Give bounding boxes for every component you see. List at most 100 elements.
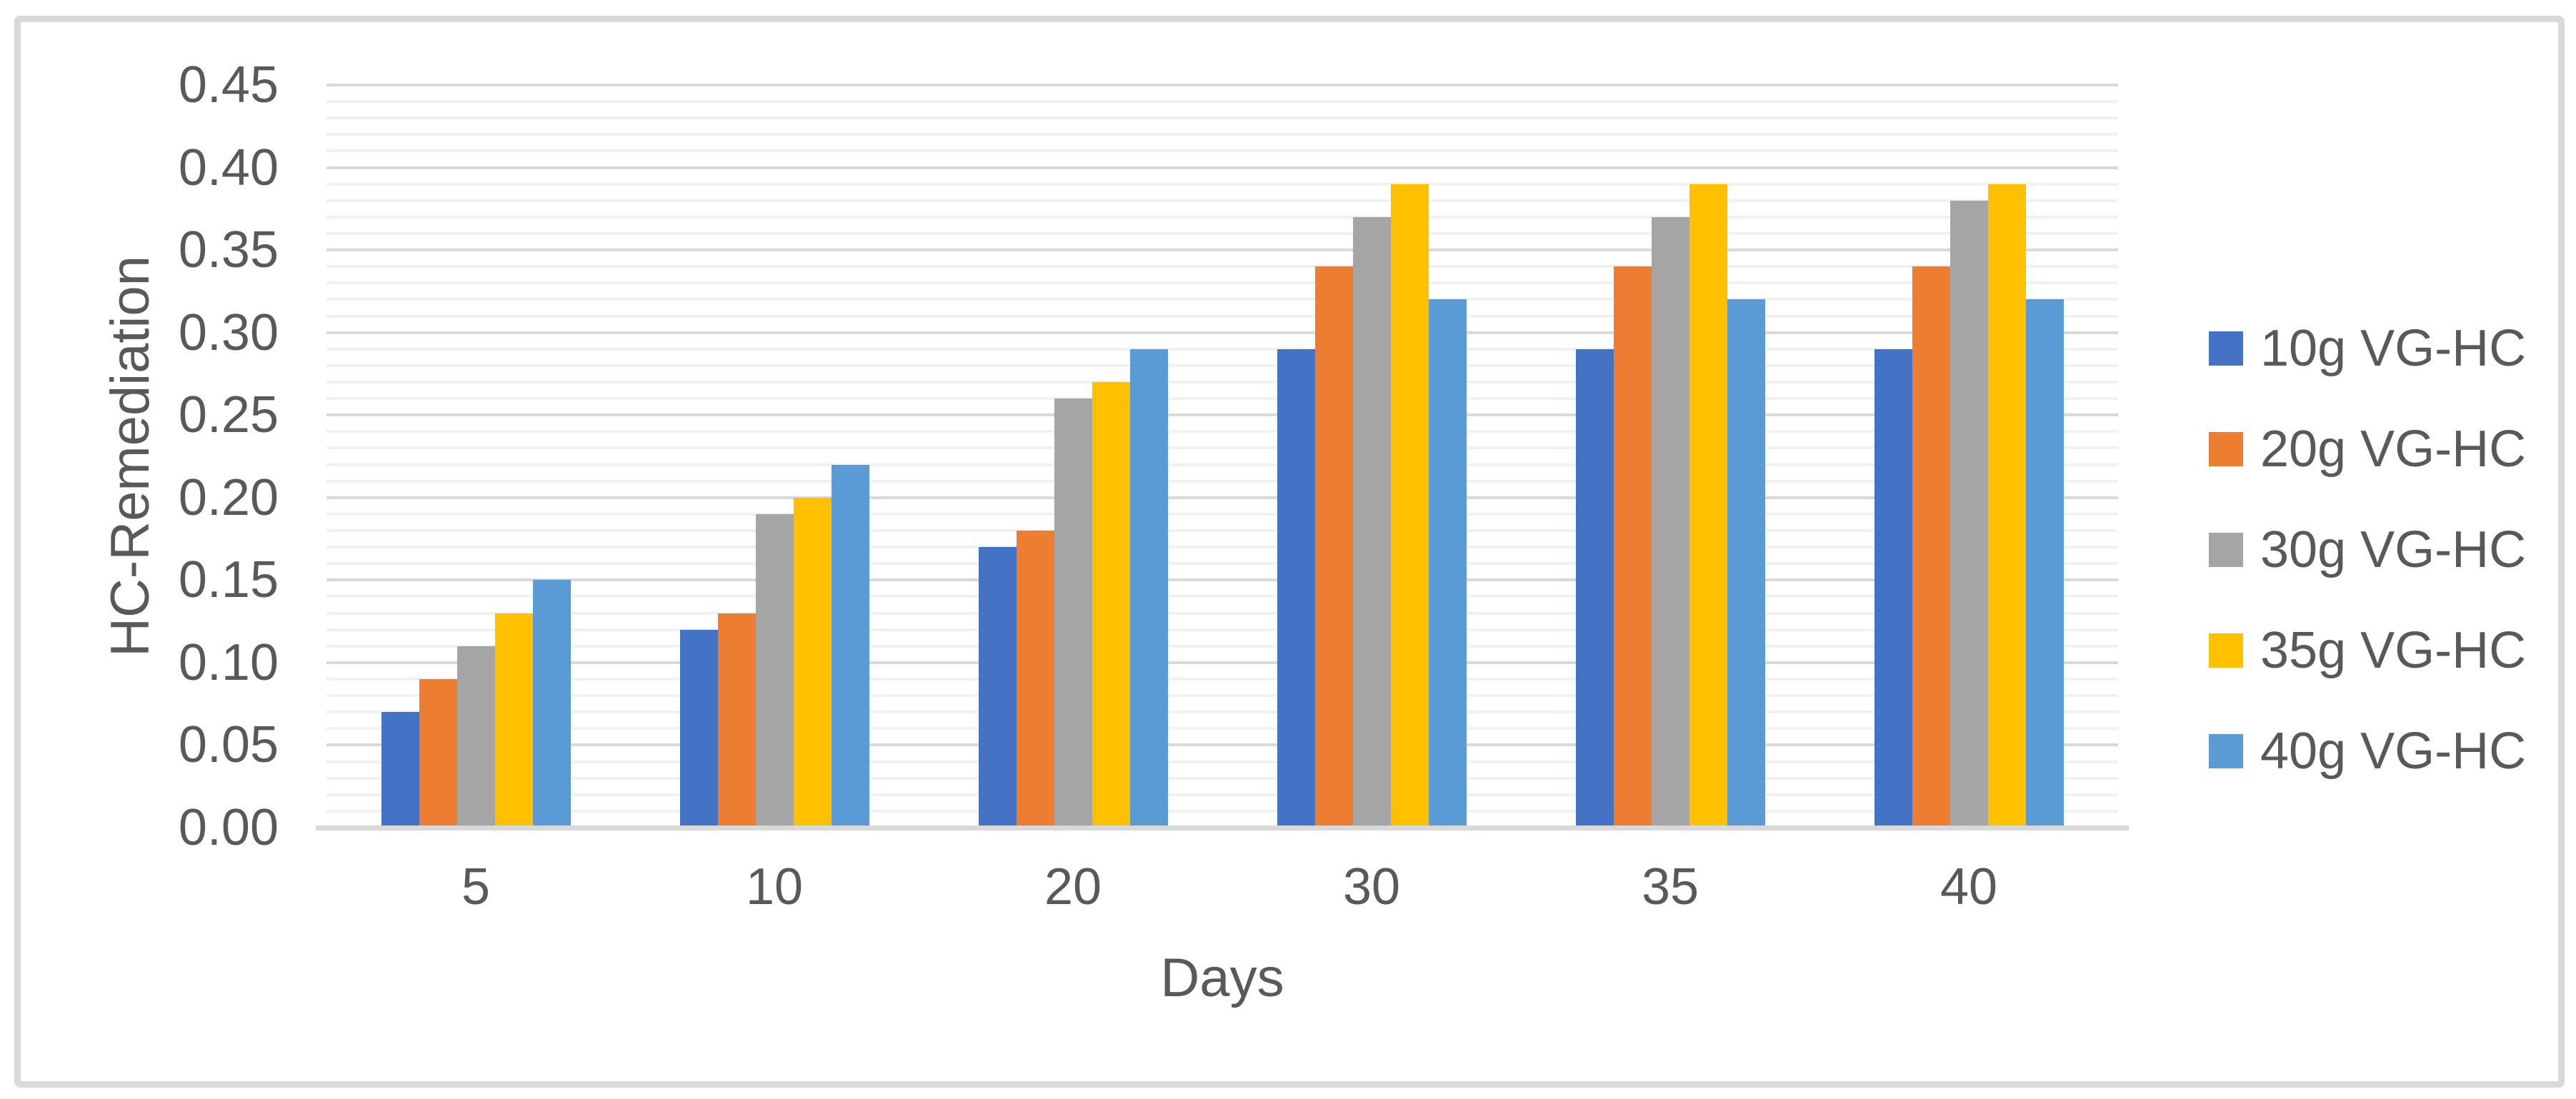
minor-gridline	[326, 711, 2118, 714]
minor-gridline	[326, 529, 2118, 532]
major-gridline	[326, 661, 2118, 664]
minor-gridline	[326, 397, 2118, 401]
minor-gridline	[326, 562, 2118, 566]
legend-item: 10g VG-HC	[2209, 314, 2526, 383]
y-tick-label: 0.35	[178, 221, 279, 279]
bar-40g-vg-hc	[1428, 299, 1467, 825]
x-axis-title: Days	[1160, 948, 1284, 1008]
minor-gridline	[326, 149, 2118, 153]
minor-gridline	[326, 793, 2118, 796]
x-tick-label: 30	[1342, 858, 1401, 915]
legend-swatch	[2209, 734, 2243, 768]
minor-gridline	[326, 199, 2118, 202]
legend-label: 35g VG-HC	[2260, 622, 2527, 679]
minor-gridline	[326, 446, 2118, 450]
minor-gridline	[326, 116, 2118, 120]
bar-10g-vg-hc	[679, 629, 718, 825]
minor-gridline	[326, 463, 2118, 466]
x-tick-label: 10	[745, 858, 804, 915]
bar-10g-vg-hc	[1874, 348, 1912, 825]
minor-gridline	[326, 809, 2118, 813]
y-tick-label: 0.20	[178, 468, 279, 526]
legend-item: 20g VG-HC	[2209, 415, 2526, 483]
legend-label: 10g VG-HC	[2260, 320, 2527, 377]
bar-20g-vg-hc	[1314, 266, 1353, 825]
minor-gridline	[326, 760, 2118, 763]
bar-35g-vg-hc	[1689, 184, 1727, 825]
bar-35g-vg-hc	[1987, 184, 2026, 825]
bar-30g-vg-hc	[1950, 200, 1988, 825]
minor-gridline	[326, 265, 2118, 269]
minor-gridline	[326, 694, 2118, 698]
minor-gridline	[326, 628, 2118, 631]
y-tick-label: 0.15	[178, 551, 279, 609]
minor-gridline	[326, 347, 2118, 351]
major-gridline	[326, 578, 2118, 582]
y-tick-label: 0.25	[178, 386, 279, 444]
major-gridline	[326, 166, 2118, 169]
bar-10g-vg-hc	[978, 547, 1017, 825]
bar-40g-vg-hc	[1727, 299, 1765, 825]
major-gridline	[326, 413, 2118, 417]
minor-gridline	[326, 182, 2118, 186]
major-gridline	[326, 84, 2118, 87]
legend-swatch	[2209, 432, 2243, 466]
bar-30g-vg-hc	[1054, 398, 1092, 825]
major-gridline	[326, 743, 2118, 747]
bar-35g-vg-hc	[1092, 382, 1130, 825]
bar-40g-vg-hc	[2025, 299, 2064, 825]
legend-swatch	[2209, 331, 2243, 366]
bar-10g-vg-hc	[1277, 348, 1315, 825]
bar-10g-vg-hc	[1575, 348, 1614, 825]
bar-30g-vg-hc	[1352, 216, 1391, 825]
legend-item: 30g VG-HC	[2209, 516, 2526, 584]
bar-35g-vg-hc	[1390, 184, 1429, 825]
y-tick-label: 0.40	[178, 139, 279, 196]
legend-label: 20g VG-HC	[2260, 421, 2527, 478]
legend-item: 35g VG-HC	[2209, 616, 2526, 685]
y-tick-label: 0.05	[178, 716, 279, 774]
minor-gridline	[326, 314, 2118, 318]
bar-30g-vg-hc	[1651, 216, 1689, 825]
legend-swatch	[2209, 633, 2243, 668]
minor-gridline	[326, 100, 2118, 104]
minor-gridline	[326, 546, 2118, 549]
minor-gridline	[326, 381, 2118, 383]
minor-gridline	[326, 776, 2118, 780]
y-tick-label: 0.00	[178, 799, 279, 856]
y-tick-label: 0.45	[178, 56, 279, 114]
bar-40g-vg-hc	[831, 464, 869, 825]
bar-40g-vg-hc	[532, 580, 571, 825]
minor-gridline	[326, 595, 2118, 598]
minor-gridline	[326, 430, 2118, 433]
bar-20g-vg-hc	[717, 613, 756, 825]
bar-30g-vg-hc	[755, 513, 794, 825]
minor-gridline	[326, 363, 2118, 367]
x-tick-label: 5	[461, 858, 491, 915]
major-gridline	[326, 496, 2118, 499]
bar-40g-vg-hc	[1129, 348, 1168, 825]
minor-gridline	[326, 727, 2118, 731]
major-gridline	[326, 249, 2118, 252]
legend-swatch	[2209, 533, 2243, 567]
legend-label: 40g VG-HC	[2260, 723, 2527, 780]
minor-gridline	[326, 215, 2118, 219]
minor-gridline	[326, 611, 2118, 615]
x-tick-label: 20	[1044, 858, 1102, 915]
bar-20g-vg-hc	[419, 679, 457, 825]
bar-10g-vg-hc	[381, 712, 419, 825]
minor-gridline	[326, 232, 2118, 235]
plot-area	[326, 84, 2118, 828]
bar-20g-vg-hc	[1016, 531, 1054, 825]
major-gridline	[326, 331, 2118, 334]
y-tick-label: 0.10	[178, 633, 279, 691]
bar-20g-vg-hc	[1912, 266, 1950, 825]
minor-gridline	[326, 281, 2118, 285]
minor-gridline	[326, 678, 2118, 681]
bar-35g-vg-hc	[793, 497, 832, 825]
legend-item: 40g VG-HC	[2209, 717, 2526, 786]
x-tick-label: 40	[1940, 858, 1998, 915]
bar-30g-vg-hc	[456, 646, 495, 825]
minor-gridline	[326, 298, 2118, 301]
